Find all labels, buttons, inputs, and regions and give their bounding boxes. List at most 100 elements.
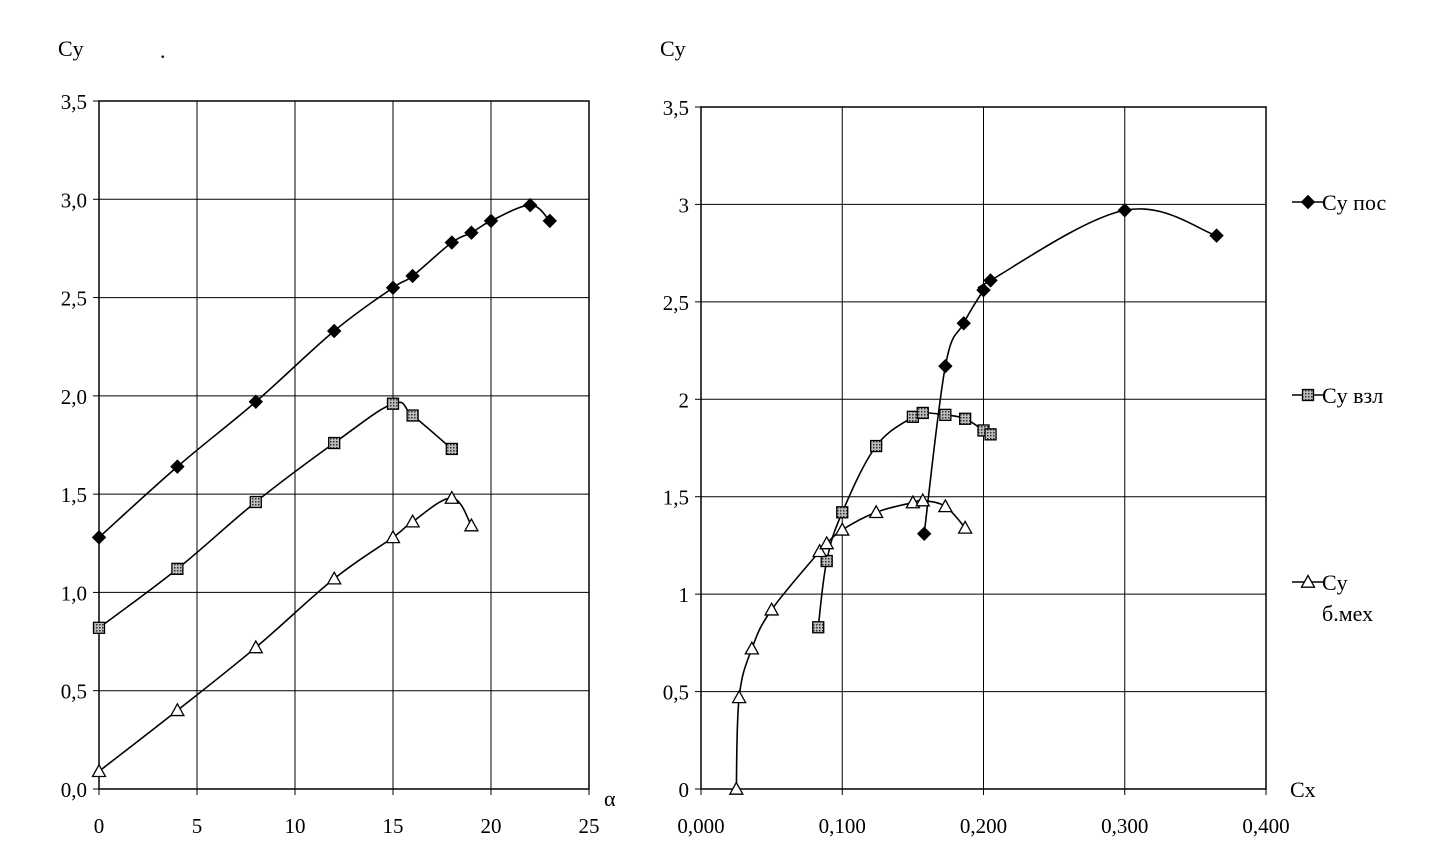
- left-series-2-point: [406, 409, 419, 422]
- legend-marker-2: [1301, 388, 1315, 402]
- left-stray-mark: .: [160, 38, 166, 63]
- right-y-tick-label: 0,5: [663, 681, 689, 705]
- legend: Cy пос Cy взл Cy б.мех: [1292, 190, 1386, 626]
- left-series-1-point: [542, 213, 558, 229]
- right-y-axis-title: Cy: [660, 36, 686, 61]
- right-series-2-point: [916, 406, 929, 420]
- right-x-tick-label: 0,300: [1101, 814, 1148, 838]
- right-series-3-point: [812, 543, 828, 558]
- right-series-1-point: [916, 526, 932, 541]
- left-series-3-point: [385, 529, 401, 544]
- right-y-tick-label: 2: [679, 388, 690, 412]
- right-series-3-point: [915, 492, 931, 507]
- right-x-tick-label: 0,100: [819, 814, 866, 838]
- left-series-1-point: [170, 459, 185, 474]
- legend-marker-1: [1300, 194, 1316, 210]
- right-series-2-point: [958, 412, 972, 425]
- left-series-2-line: [98, 401, 453, 629]
- left-series-2-point: [92, 621, 106, 634]
- legend-label-3: Cy: [1322, 570, 1348, 595]
- right-series-3-line: [735, 499, 966, 790]
- left-series-2-point: [328, 436, 341, 450]
- right-series-3-point: [764, 601, 780, 616]
- right-series-2-point: [836, 506, 849, 519]
- right-series-1-point: [1117, 203, 1132, 218]
- legend-marker-3: [1300, 574, 1316, 588]
- right-y-tick-label: 3: [679, 193, 690, 217]
- legend-label-1: Cy пос: [1322, 190, 1386, 215]
- left-y-tick-label: 2,5: [61, 287, 87, 311]
- right-series-3-point: [819, 535, 835, 550]
- left-series-3-point: [404, 513, 421, 528]
- right-chart: 0,000 0,100 0,200 0,300 0,400 0 0,5 1 1,5 2 2,5 3 3,…: [663, 96, 1290, 838]
- right-series-1-point: [1209, 228, 1224, 243]
- left-y-tick-label: 2,0: [61, 385, 87, 409]
- right-plot-frame: [700, 106, 1267, 790]
- left-series-1-point: [444, 235, 460, 250]
- right-series-2-line: [817, 411, 991, 628]
- right-series-2-point: [812, 621, 825, 634]
- left-series-1-point: [464, 225, 479, 240]
- left-series-2-point: [445, 442, 458, 456]
- left-x-tick-label: 15: [383, 814, 404, 838]
- right-series-3-point: [937, 498, 953, 513]
- left-series-2-point: [386, 397, 400, 410]
- right-x-axis-title: Cx: [1290, 777, 1316, 802]
- left-series-1-point: [385, 280, 401, 295]
- left-x-axis-title: α: [604, 786, 616, 811]
- right-series-3-point: [744, 640, 760, 655]
- right-y-tick-label: 2,5: [663, 291, 689, 315]
- right-series-2-point: [820, 554, 833, 568]
- right-y-tick-label: 0: [679, 778, 690, 802]
- left-series-1-point: [405, 268, 420, 284]
- right-x-tick-label: 0,000: [677, 814, 724, 838]
- left-x-tick-label: 10: [285, 814, 306, 838]
- left-x-tick-label: 20: [481, 814, 502, 838]
- left-series-3-point: [463, 517, 480, 532]
- right-series-1-point: [956, 316, 971, 331]
- left-series-2-point: [171, 562, 184, 575]
- left-series-1-line: [98, 204, 551, 538]
- left-series-3-point: [444, 490, 460, 504]
- right-x-tick-label: 0,200: [960, 814, 1007, 838]
- right-series-2-point: [870, 439, 883, 453]
- right-y-tick-label: 1: [679, 583, 690, 607]
- left-series-1-point: [248, 394, 264, 409]
- right-series-1-point: [938, 358, 953, 374]
- left-x-tick-label: 25: [579, 814, 600, 838]
- left-y-tick-label: 0,5: [61, 680, 87, 704]
- left-series-1-point: [326, 323, 342, 339]
- left-y-tick-label: 0,0: [61, 778, 87, 802]
- left-series-1-point: [91, 530, 107, 545]
- right-x-tick-label: 0,400: [1242, 814, 1289, 838]
- left-x-tick-label: 0: [94, 814, 105, 838]
- left-series-3-line: [98, 497, 473, 772]
- right-y-tick-label: 3,5: [663, 96, 689, 120]
- right-series-1-point: [976, 282, 991, 298]
- left-series-3-point: [91, 763, 107, 778]
- right-y-tick-label: 1,5: [663, 486, 689, 510]
- right-series-3-point: [834, 522, 850, 536]
- left-y-axis-title: Cy: [58, 36, 84, 61]
- left-series-1-point: [483, 213, 499, 229]
- left-y-tick-label: 1,5: [61, 483, 87, 507]
- right-series-3-point: [868, 504, 884, 519]
- right-series-1-point: [983, 273, 998, 288]
- legend-label-2: Cy взл: [1322, 383, 1383, 408]
- right-series-3-point: [957, 520, 973, 534]
- left-y-tick-label: 1,0: [61, 581, 87, 605]
- right-series-2-point: [939, 408, 952, 422]
- left-series-2-point: [249, 495, 262, 509]
- legend-label-3: б.мех: [1322, 601, 1373, 626]
- right-series-3-point: [728, 781, 744, 795]
- left-y-tick-label: 3,0: [61, 188, 87, 212]
- left-chart: 0 5 10 15 20 25 0,0 0,5 1,0 1,5 2,0 2,5 3,0 3,5: [61, 90, 600, 838]
- right-series-1-line: [923, 208, 1217, 534]
- left-series-3-point: [169, 702, 186, 717]
- left-y-tick-label: 3,5: [61, 90, 87, 114]
- left-series-3-point: [248, 639, 264, 654]
- left-plot-frame: [98, 100, 590, 790]
- right-series-2-point: [984, 428, 997, 441]
- right-series-3-point: [731, 689, 747, 704]
